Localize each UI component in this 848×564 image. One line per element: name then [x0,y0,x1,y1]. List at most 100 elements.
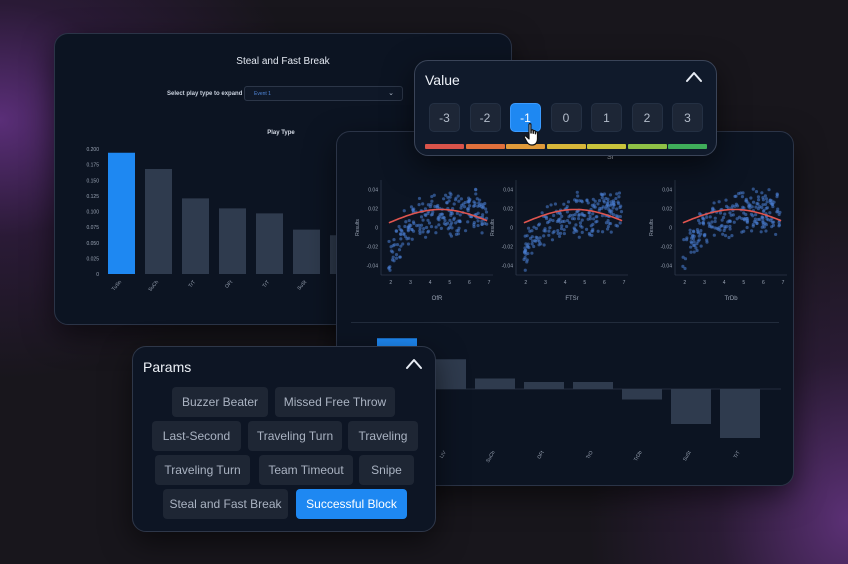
x-tick-label: SuSt [296,279,308,292]
chevron-down-icon: ⌄ [388,90,394,97]
scatter-point [592,217,596,221]
scatter-point [683,266,687,271]
param-chip[interactable]: Traveling [348,421,418,451]
param-chip[interactable]: Missed Free Throw [275,387,395,417]
scatter-point [433,204,437,209]
value-scale-segment [668,144,707,149]
value-option-button[interactable]: -3 [429,103,460,132]
scatter-point [759,230,763,234]
scatter-point [426,229,431,233]
scatter-point [443,193,448,197]
scatter-point [711,207,715,211]
param-chip[interactable]: Team Timeout [259,455,353,485]
scatter-point [547,229,551,233]
play-type-select[interactable]: Event 1 ⌄ [244,86,403,101]
param-chip[interactable]: Buzzer Beater [172,387,268,417]
scatter-point [764,229,768,233]
scatter-point [435,205,440,209]
scatter-point [681,264,685,268]
scatter-point [600,196,604,200]
scatter-point [745,219,749,223]
value-scale-segment [425,144,464,149]
scatter-point [723,234,728,238]
scatter-point [540,211,544,215]
value-option-button[interactable]: -1 [510,103,541,132]
value-option-button[interactable]: 0 [550,103,582,132]
scatter-point [596,229,600,233]
chevron-up-icon[interactable] [404,356,424,372]
scatter-point [707,224,712,228]
scatter-point [615,207,619,211]
scatter-point [407,218,411,223]
scatter-point [593,205,597,209]
value-option-button[interactable]: 3 [672,103,703,132]
scatter-point [618,214,622,219]
scatter-point [606,224,610,229]
scatter-point [764,197,769,201]
scatter-point [440,212,444,216]
value-option-button[interactable]: 1 [591,103,622,132]
y-tick-label: -0.04 [367,264,379,270]
scatter-point [720,218,724,222]
scatter-point [698,221,702,225]
scatter-point [724,198,728,202]
scatter-point [560,214,564,218]
scatter-point [685,236,689,240]
x-axis-label: TrDb [724,296,738,302]
bar [145,169,172,274]
scatter-point [733,194,737,199]
scatter-point [426,218,430,222]
scatter-point [462,205,467,209]
y-tick-label: 0.02 [368,207,378,213]
param-chip[interactable]: Last-Second [152,421,241,451]
scatter-point [398,232,403,236]
scatter-point [530,242,534,246]
scatter-point [749,229,754,233]
scatter-point [477,201,481,205]
bar [720,389,760,438]
y-tick-label: 0.04 [503,188,513,194]
play-type-bar-chart: 0 0.025 0.050 0.075 0.100 0.125 0.150 0.175 0.20… [86,147,357,293]
x-tick-label: 6 [468,280,471,286]
scatter-point [600,214,605,218]
scatter-point [587,210,591,215]
scatter-point [749,196,753,200]
x-tick-label: 2 [524,280,527,286]
scatter-point [775,210,779,214]
bar [475,378,515,389]
scatter-point [484,210,489,214]
scatter-point [717,200,721,204]
value-panel-title: Value [425,72,460,88]
param-chip[interactable]: Traveling Turn [155,455,250,485]
value-option-button[interactable]: -2 [469,103,501,132]
scatter-point [531,239,535,243]
scatter-point [728,211,732,215]
param-chip[interactable]: Snipe [359,455,414,485]
scatter-point [405,237,409,241]
scatter-point [609,203,613,207]
param-chip[interactable]: Successful Block [296,489,407,519]
param-chip[interactable]: Traveling Turn [248,421,342,451]
scatter-point [439,226,443,230]
value-option-button[interactable]: 2 [631,103,663,132]
y-tick-label: -0.02 [661,245,673,251]
scatter-point [605,227,610,231]
scatter-point [609,200,614,204]
scatter-point [542,243,546,247]
scatter-point [765,200,769,204]
scatter-point [606,219,610,223]
chevron-up-icon[interactable] [684,69,704,85]
scatter-point [572,230,576,235]
scatter-point [450,226,454,230]
scatter-point [565,204,569,209]
scatter-point [715,226,719,231]
scatter-point [445,200,449,205]
scatter-point [740,195,745,199]
scatter-point [726,220,730,224]
scatter-point [619,210,624,214]
y-tick-label: 0.150 [86,178,99,184]
param-chip[interactable]: Steal and Fast Break [163,489,288,519]
scatter-point [429,225,434,229]
scatter-point [771,223,776,227]
scatter-point [523,234,527,238]
